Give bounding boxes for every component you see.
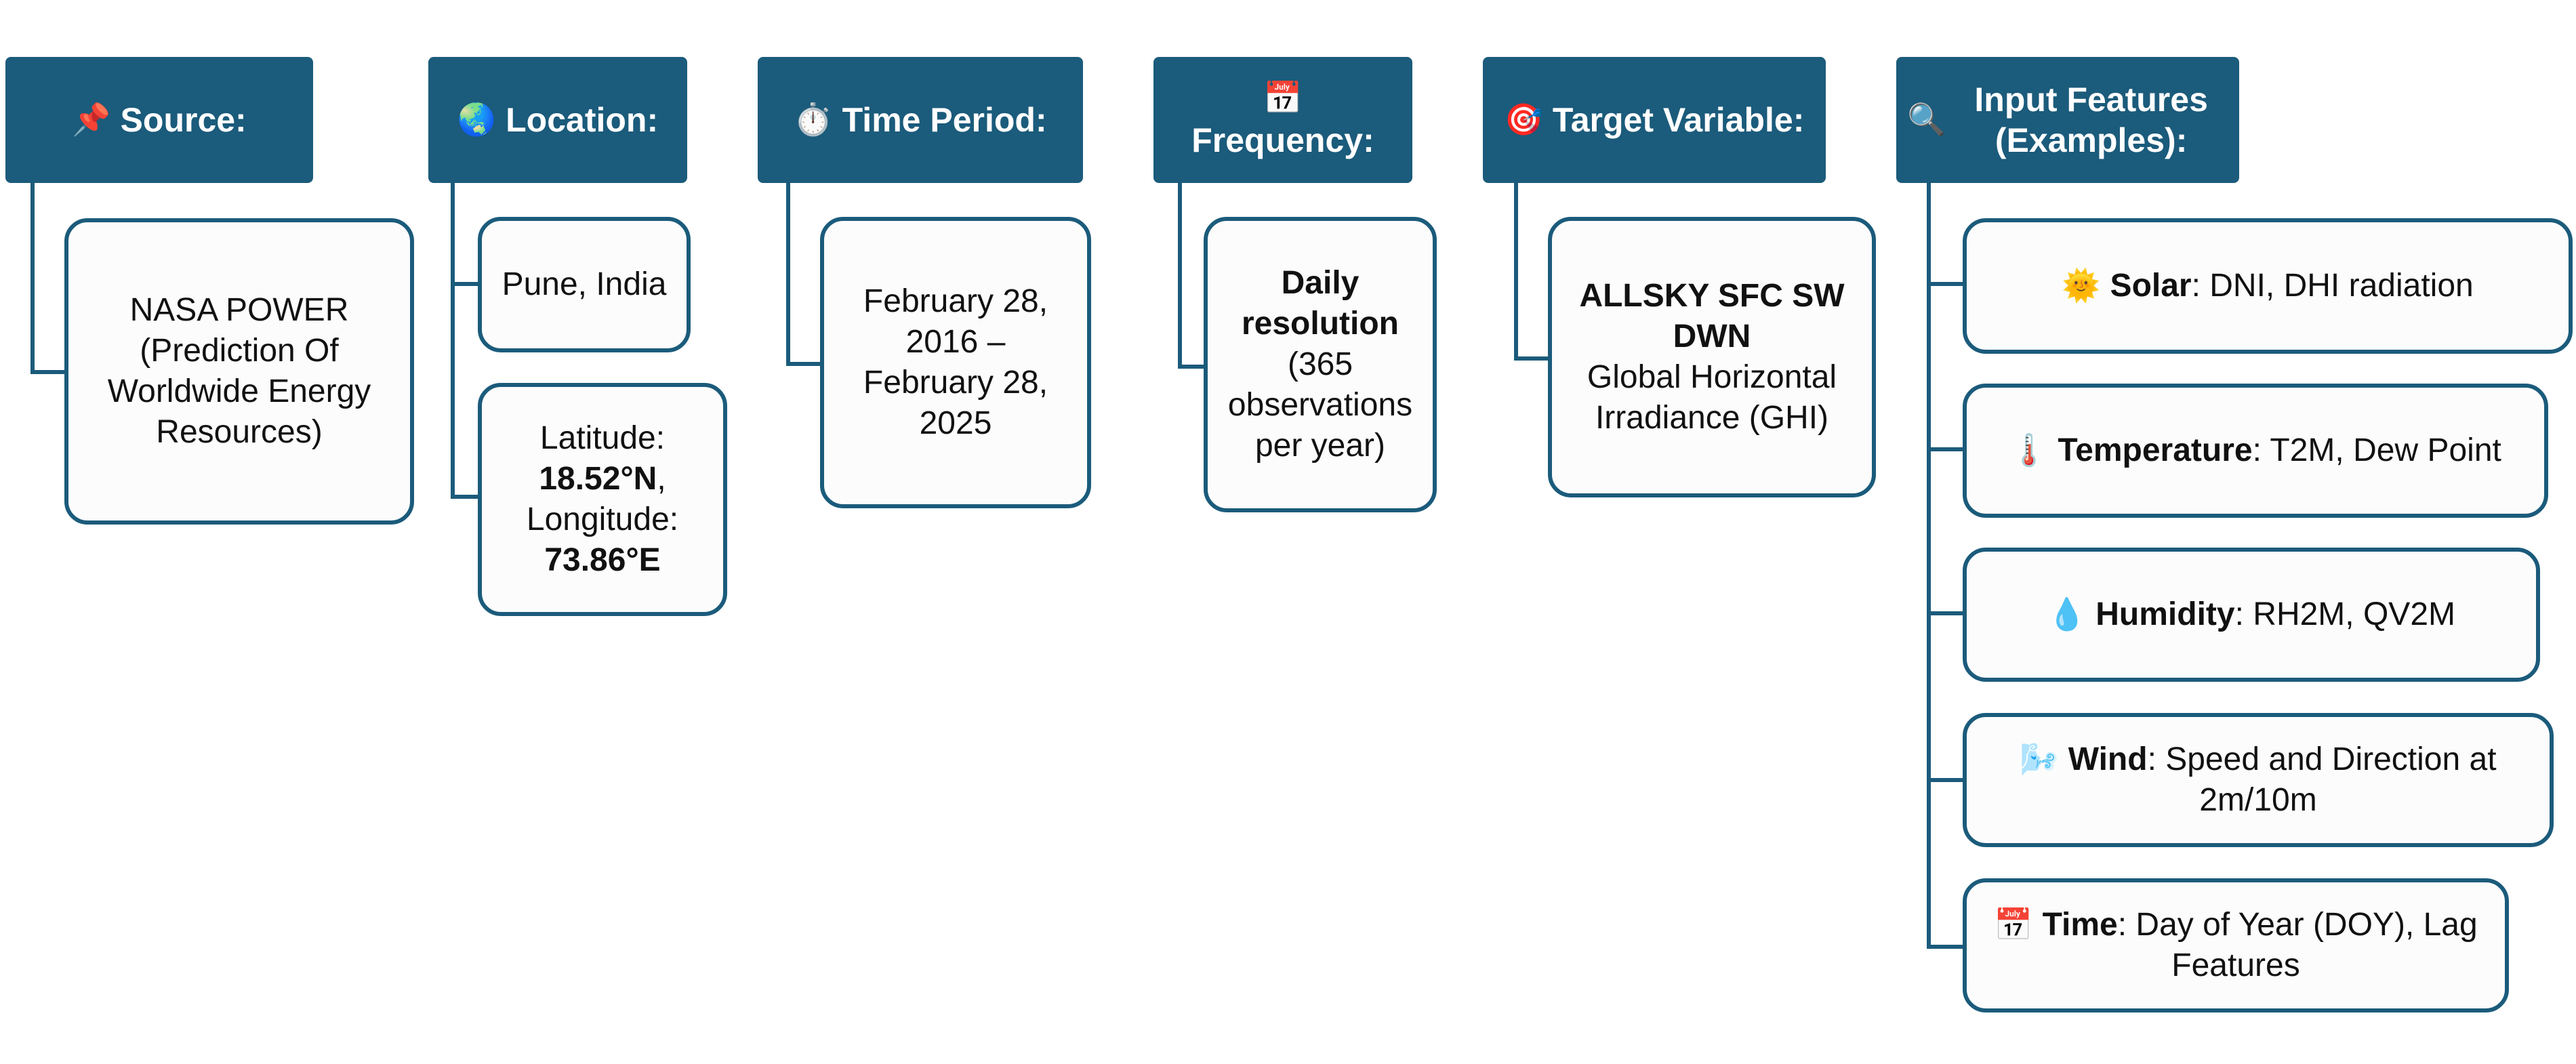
- feature-text: : Speed and Direction at 2m/10m: [2147, 741, 2497, 818]
- target-header-label: Target Variable:: [1552, 101, 1805, 139]
- source-header: 📌 Source:: [5, 57, 313, 183]
- target-text: Global Horizontal Irradiance (GHI): [1587, 359, 1837, 436]
- connector: [451, 183, 455, 499]
- features-header-label: Input Features (Examples):: [1974, 81, 2208, 159]
- feature-text: : RH2M, QV2M: [2234, 596, 2455, 632]
- frequency-box: Daily resolution (365 observations per y…: [1204, 217, 1437, 512]
- features-header: 🔍 Input Features (Examples):: [1896, 57, 2239, 183]
- connector: [1514, 356, 1548, 361]
- connector: [1927, 447, 1964, 451]
- source-box: NASA POWER (Prediction Of Worldwide Ener…: [64, 218, 414, 525]
- location-header-label: Location:: [506, 101, 659, 139]
- source-text: NASA POWER (Prediction Of Worldwide Ener…: [107, 292, 371, 450]
- frequency-text: (365 observations per year): [1227, 346, 1413, 464]
- connector: [1927, 282, 1964, 286]
- connector: [1178, 365, 1205, 369]
- wind-icon: 🌬️: [2020, 741, 2059, 777]
- time-period-header: ⏱️ Time Period:: [758, 57, 1083, 183]
- pushpin-icon: 📌: [72, 102, 111, 138]
- frequency-header: 📅 Frequency:: [1153, 57, 1412, 183]
- feature-temperature-box: 🌡️ Temperature: T2M, Dew Point: [1963, 384, 2548, 518]
- connector: [1927, 183, 1931, 949]
- feature-text: : Day of Year (DOY), Lag Features: [2117, 907, 2478, 983]
- feature-name: Solar: [2110, 268, 2192, 304]
- frequency-header-label: Frequency:: [1191, 121, 1374, 159]
- feature-name: Humidity: [2095, 596, 2235, 632]
- location-place-box: Pune, India: [478, 217, 691, 352]
- longitude-label: Longitude:: [526, 502, 679, 537]
- feature-time-box: 📅 Time: Day of Year (DOY), Lag Features: [1963, 878, 2509, 1012]
- stopwatch-icon: ⏱️: [794, 102, 833, 138]
- connector: [1927, 778, 1964, 782]
- feature-solar-box: 🌞 Solar: DNI, DHI radiation: [1963, 218, 2573, 354]
- calendar-icon: 📅: [1994, 907, 2033, 942]
- thermometer-icon: 🌡️: [2009, 432, 2049, 468]
- feature-wind-box: 🌬️ Wind: Speed and Direction at 2m/10m: [1963, 713, 2554, 847]
- connector: [1514, 183, 1518, 361]
- feature-name: Wind: [2068, 741, 2148, 777]
- location-header: 🌏 Location:: [428, 57, 687, 183]
- globe-icon: 🌏: [457, 102, 497, 138]
- feature-text: : DNI, DHI radiation: [2191, 268, 2474, 304]
- longitude-value: 73.86°E: [544, 542, 661, 578]
- latitude-label: Latitude:: [539, 420, 666, 456]
- magnifier-icon: 🔍: [1907, 102, 1946, 138]
- connector: [1178, 183, 1182, 369]
- droplet-icon: 💧: [2047, 596, 2087, 632]
- feature-text: : T2M, Dew Point: [2252, 432, 2501, 468]
- connector: [451, 282, 478, 286]
- feature-name: Temperature: [2058, 432, 2253, 468]
- time-period-box: February 28, 2016 – February 28, 2025: [820, 217, 1091, 508]
- connector: [1927, 611, 1964, 615]
- connector: [786, 362, 820, 366]
- target-header: 🎯 Target Variable:: [1483, 57, 1826, 183]
- target-bold: ALLSKY SFC SW DWN: [1579, 278, 1845, 354]
- feature-name: Time: [2042, 907, 2118, 943]
- sun-icon: 🌞: [2062, 268, 2101, 303]
- connector: [30, 183, 35, 374]
- source-header-label: Source:: [120, 101, 247, 139]
- calendar-icon: 📅: [1263, 80, 1303, 116]
- connector: [30, 370, 64, 374]
- time-period-text: February 28, 2016 – February 28, 2025: [863, 283, 1048, 441]
- connector: [451, 495, 478, 499]
- latitude-value: 18.52°N: [539, 461, 657, 497]
- connector: [786, 183, 790, 366]
- target-box: ALLSKY SFC SW DWN Global Horizontal Irra…: [1548, 217, 1876, 497]
- connector: [1927, 945, 1964, 949]
- location-place: Pune, India: [502, 266, 667, 302]
- time-period-header-label: Time Period:: [842, 101, 1047, 139]
- feature-humidity-box: 💧 Humidity: RH2M, QV2M: [1963, 548, 2540, 682]
- location-coordinates-box: Latitude: 18.52°N, Longitude: 73.86°E: [478, 383, 727, 616]
- frequency-bold: Daily resolution: [1241, 265, 1399, 342]
- target-icon: 🎯: [1504, 102, 1543, 138]
